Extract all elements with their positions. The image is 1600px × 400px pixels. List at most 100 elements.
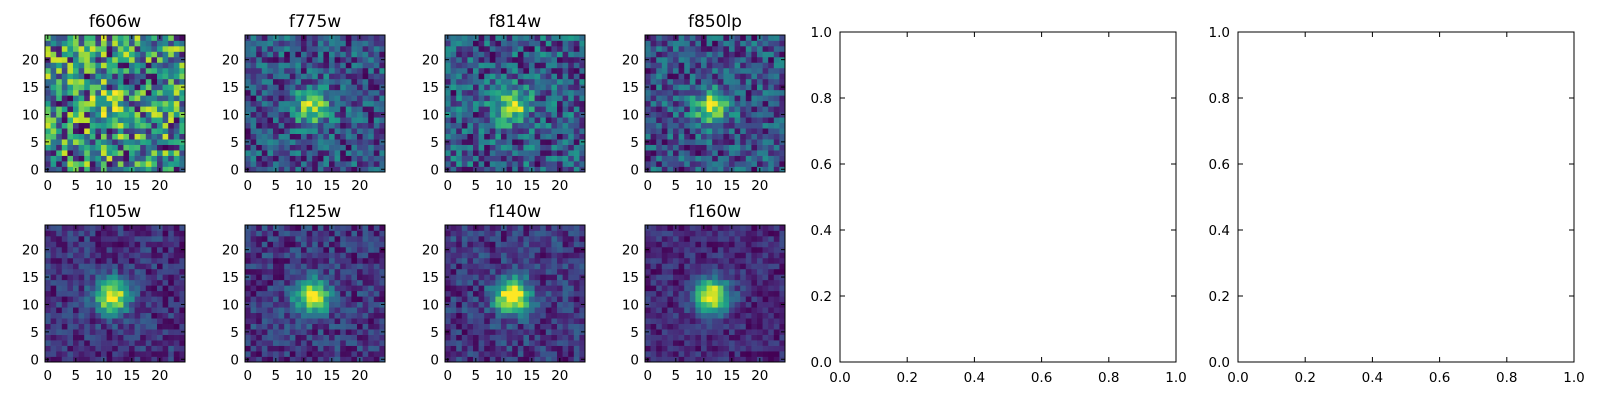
pixel-cell xyxy=(729,95,735,102)
pixel-cell xyxy=(661,111,668,118)
pixel-cell xyxy=(306,323,313,330)
pixel-cell xyxy=(723,351,730,357)
pixel-cell xyxy=(95,45,102,52)
pixel-cell xyxy=(551,139,558,145)
pixel-cell xyxy=(456,106,463,113)
pixel-cell xyxy=(684,307,691,314)
pixel-cell xyxy=(295,128,302,134)
pixel-cell xyxy=(301,351,307,357)
pixel-cell xyxy=(489,73,496,80)
pixel-cell xyxy=(484,122,491,129)
pixel-cell xyxy=(250,345,257,352)
pixel-cell xyxy=(329,274,335,281)
pixel-cell xyxy=(368,67,375,74)
pixel-cell xyxy=(506,252,513,259)
pixel-cell xyxy=(373,263,380,270)
pixel-cell xyxy=(179,296,186,303)
pixel-cell xyxy=(278,111,285,118)
pixel-cell xyxy=(734,67,741,74)
pixel-cell xyxy=(67,246,74,253)
pixel-cell xyxy=(573,279,580,286)
pixel-cell xyxy=(757,95,763,102)
pixel-cell xyxy=(701,111,707,118)
pixel-cell xyxy=(456,307,463,314)
pixel-cell xyxy=(373,340,380,346)
pixel-cell xyxy=(517,241,524,248)
pixel-cell xyxy=(757,351,763,357)
pixel-cell xyxy=(45,150,51,156)
pixel-cell xyxy=(250,67,257,74)
pixel-cell xyxy=(501,351,507,357)
pixel-cell xyxy=(151,51,158,58)
pixel-cell xyxy=(695,78,702,85)
pixel-cell xyxy=(334,230,341,237)
pixel-cell xyxy=(501,279,507,286)
pixel-cell xyxy=(523,263,530,270)
pixel-cell xyxy=(267,329,274,335)
pixel-cell xyxy=(101,155,107,162)
pixel-cell xyxy=(95,252,102,259)
pixel-cell xyxy=(667,128,674,134)
pixel-cell xyxy=(362,122,369,129)
pixel-cell xyxy=(250,117,257,124)
pixel-cell xyxy=(695,67,702,74)
pixel-cell xyxy=(484,345,491,352)
pixel-cell xyxy=(61,144,68,151)
pixel-cell xyxy=(579,161,586,167)
pixel-cell xyxy=(56,274,63,281)
pixel-cell xyxy=(261,318,268,324)
pixel-cell xyxy=(717,301,724,308)
y-tick-label: 10 xyxy=(422,107,439,123)
pixel-cell xyxy=(112,117,119,124)
pixel-cell xyxy=(768,67,775,74)
pixel-cell xyxy=(695,117,702,124)
pixel-cell xyxy=(284,301,291,308)
pixel-cell xyxy=(445,161,451,167)
pixel-cell xyxy=(273,334,279,341)
pixel-cell xyxy=(162,340,169,346)
pixel-cell xyxy=(117,73,124,80)
pixel-cell xyxy=(145,51,152,58)
pixel-cell xyxy=(762,62,769,69)
pixel-cell xyxy=(351,241,358,248)
pixel-cell xyxy=(712,45,719,52)
pixel-cell xyxy=(173,111,180,118)
pixel-cell xyxy=(317,62,324,69)
pixel-cell xyxy=(173,235,180,242)
pixel-cell xyxy=(78,285,85,292)
pixel-cell xyxy=(661,155,668,162)
pixel-cell xyxy=(168,35,175,41)
pixel-cell xyxy=(495,290,502,297)
pixel-cell xyxy=(456,334,463,341)
pixel-cell xyxy=(284,340,291,346)
pixel-cell xyxy=(84,312,91,319)
pixel-cell xyxy=(373,166,380,173)
pixel-cell xyxy=(151,252,158,259)
pixel-cell xyxy=(745,312,752,319)
pixel-cell xyxy=(67,35,74,41)
pixel-cell xyxy=(540,274,547,281)
pixel-cell xyxy=(351,356,358,363)
pixel-cell xyxy=(323,356,330,363)
pixel-cell xyxy=(745,67,752,74)
pixel-cell xyxy=(284,122,291,129)
pixel-cell xyxy=(379,351,386,357)
pixel-cell xyxy=(673,290,679,297)
pixel-cell xyxy=(334,296,341,303)
pixel-cell xyxy=(250,106,257,113)
pixel-cell xyxy=(495,246,502,253)
pixel-cell xyxy=(162,111,169,118)
pixel-cell xyxy=(250,111,257,118)
pixel-cell xyxy=(445,334,451,341)
pixel-cell xyxy=(179,318,186,324)
pixel-cell xyxy=(140,40,147,47)
pixel-cell xyxy=(379,312,386,319)
pixel-cell xyxy=(717,62,724,69)
pixel-cell xyxy=(717,73,724,80)
pixel-cell xyxy=(256,45,263,52)
pixel-cell xyxy=(273,111,279,118)
pixel-cell xyxy=(45,252,51,259)
pixel-cell xyxy=(534,345,541,352)
pixel-cell xyxy=(695,45,702,52)
pixel-cell xyxy=(712,35,719,41)
